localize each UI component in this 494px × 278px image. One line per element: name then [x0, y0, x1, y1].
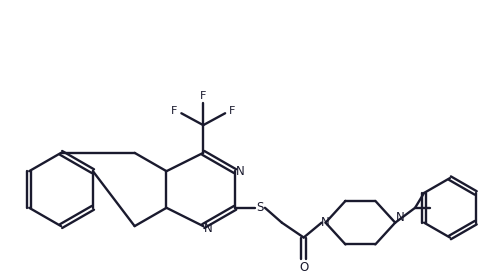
Text: N: N	[236, 165, 245, 178]
Text: S: S	[256, 201, 264, 214]
Text: N: N	[396, 211, 405, 224]
Text: O: O	[299, 261, 308, 274]
Text: F: F	[229, 106, 235, 116]
Text: N: N	[204, 222, 212, 235]
Text: N: N	[321, 216, 330, 229]
Text: F: F	[171, 106, 178, 116]
Text: F: F	[200, 91, 206, 101]
